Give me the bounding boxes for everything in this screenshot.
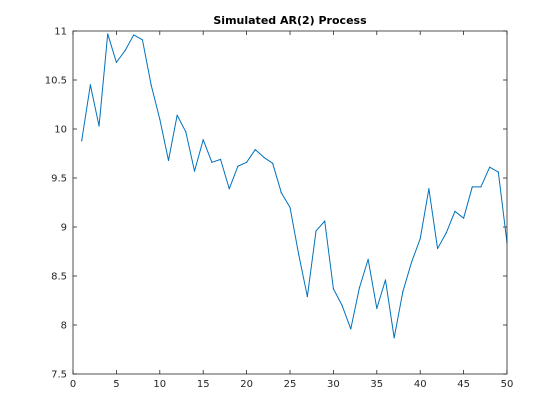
- data-point: [332, 288, 334, 290]
- axes-box: [72, 30, 508, 375]
- data-point: [350, 328, 352, 330]
- plot-area: [73, 31, 507, 374]
- data-point: [211, 161, 213, 163]
- y-tick-label: 9.5: [51, 174, 67, 185]
- data-point: [454, 210, 456, 212]
- data-point: [341, 304, 343, 306]
- data-point: [141, 39, 144, 41]
- data-point: [489, 166, 491, 168]
- data-point: [219, 158, 222, 160]
- data-point: [306, 295, 308, 298]
- data-point: [133, 34, 135, 36]
- data-point: [289, 206, 291, 208]
- data-point: [124, 50, 126, 52]
- data-points: [81, 33, 508, 339]
- y-tick-label: 11: [54, 27, 67, 38]
- data-point: [81, 140, 83, 142]
- data-point: [315, 230, 317, 232]
- series-line: [81, 33, 508, 339]
- data-point: [193, 170, 196, 172]
- data-point: [115, 61, 117, 63]
- data-point: [159, 118, 161, 120]
- data-point: [272, 162, 274, 164]
- x-tick-label: 0: [70, 379, 76, 390]
- y-tick-label: 9: [61, 223, 67, 234]
- data-point: [480, 186, 482, 188]
- x-tick-label: 10: [153, 379, 166, 390]
- data-point: [176, 114, 178, 116]
- data-point: [263, 156, 265, 159]
- data-point: [228, 188, 230, 190]
- x-tick-label: 5: [113, 379, 119, 390]
- data-point: [471, 186, 473, 188]
- x-tick-label: 30: [327, 379, 340, 390]
- data-point: [436, 247, 439, 250]
- data-point: [237, 165, 239, 167]
- x-tick-label: 45: [457, 379, 470, 390]
- data-point: [324, 220, 326, 222]
- data-point: [497, 171, 499, 173]
- data-point: [89, 84, 91, 86]
- data-point: [167, 159, 170, 161]
- data-point: [384, 279, 387, 281]
- data-point: [463, 217, 465, 219]
- data-point: [202, 139, 204, 141]
- data-point: [280, 192, 282, 194]
- data-point: [402, 291, 404, 293]
- data-point: [367, 258, 369, 260]
- data-point: [358, 287, 361, 289]
- y-tick-label: 7.5: [51, 370, 67, 381]
- data-point: [410, 261, 413, 263]
- data-point: [298, 253, 300, 256]
- y-tick-label: 8.5: [51, 272, 67, 283]
- data-point: [98, 125, 100, 127]
- x-tick-label: 15: [197, 379, 210, 390]
- x-tick-label: 25: [284, 379, 297, 390]
- data-point: [428, 188, 430, 190]
- y-tick-label: 8: [61, 321, 67, 332]
- data-point: [185, 131, 187, 133]
- x-tick-label: 35: [370, 379, 383, 390]
- data-point: [254, 148, 256, 151]
- data-point: [246, 161, 248, 163]
- data-point: [150, 84, 152, 86]
- x-tick-label: 40: [414, 379, 427, 390]
- data-point: [376, 307, 378, 309]
- data-point: [107, 33, 109, 35]
- x-axis: 0 5 10 15 20 25 30 35 40 45 50: [70, 31, 514, 390]
- x-tick-label: 50: [501, 379, 514, 390]
- data-point: [419, 238, 421, 240]
- data-point: [445, 232, 447, 234]
- chart-title: Simulated AR(2) Process: [213, 14, 367, 27]
- y-tick-label: 10.5: [45, 76, 67, 87]
- data-point: [393, 337, 395, 339]
- y-tick-label: 10: [54, 125, 67, 136]
- x-tick-label: 20: [240, 379, 253, 390]
